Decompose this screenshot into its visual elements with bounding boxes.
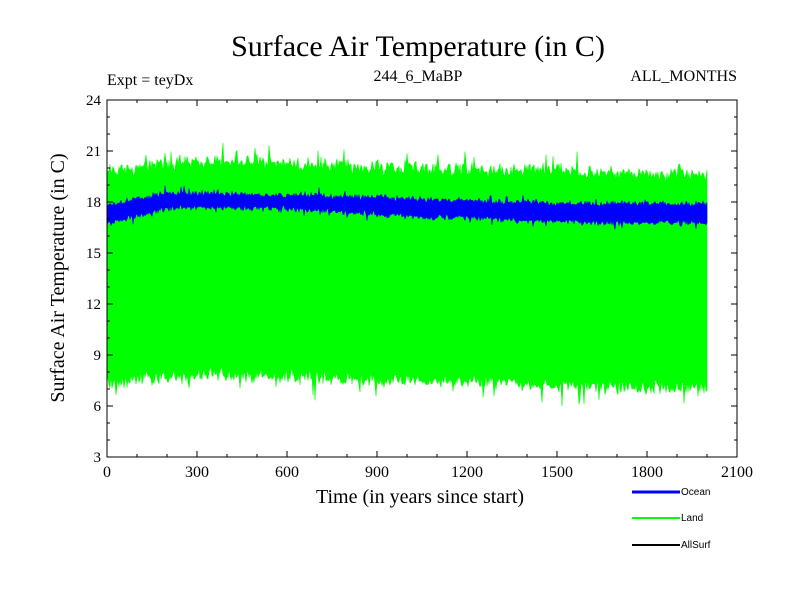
legend-label-land: Land [681,513,703,524]
x-tick-label: 2100 [721,464,753,481]
legend: Ocean Land AllSurf [632,487,711,551]
plot-frame [106,99,738,458]
x-tick-label: 1800 [631,464,663,481]
x-axis: 0 300 600 900 1200 1500 1800 2100 [103,100,753,481]
chart-title: Surface Air Temperature (in C) [231,30,605,63]
x-tick-label: 1500 [541,464,573,481]
period-label: 244_6_MaBP [374,68,463,85]
y-tick-label: 12 [86,297,101,313]
y-tick-label: 21 [86,144,101,160]
y-tick-label: 18 [86,195,101,211]
x-axis-label: Time (in years since start) [316,486,524,508]
series-land [106,142,708,407]
x-tick-label: 0 [103,464,111,481]
y-tick-label: 15 [86,246,101,262]
months-label: ALL_MONTHS [630,68,737,85]
y-tick-label: 9 [94,348,102,364]
y-axis: 3 6 9 12 15 18 21 24 [86,93,737,466]
y-tick-label: 6 [94,399,102,415]
x-tick-label: 600 [275,464,299,481]
y-tick-label: 24 [86,93,102,109]
legend-label-allsurf: AllSurf [681,540,711,551]
x-tick-label: 1200 [451,464,483,481]
x-tick-label: 300 [185,464,209,481]
series-ocean [106,185,708,230]
legend-label-ocean: Ocean [681,487,710,498]
y-tick-label: 3 [94,450,102,466]
experiment-label: Expt = teyDx [107,72,193,89]
plot-area [106,142,708,407]
x-tick-label: 900 [365,464,389,481]
y-axis-label: Surface Air Temperature (in C) [47,153,69,402]
